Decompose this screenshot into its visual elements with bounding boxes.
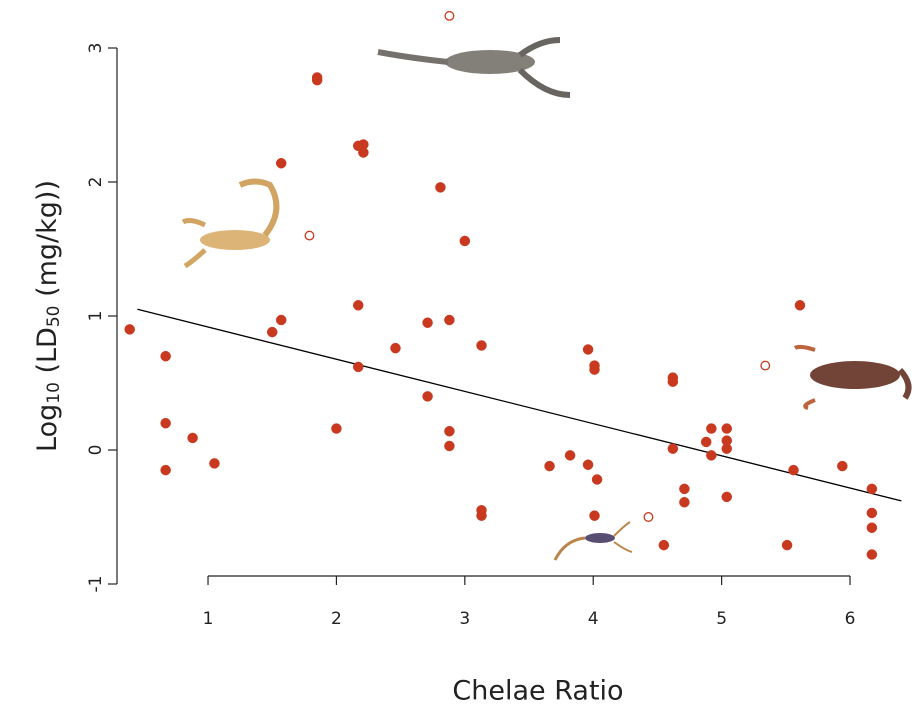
x-tick-label: 3: [459, 609, 470, 629]
y-tick-label: 3: [86, 43, 106, 54]
scatter-point: [564, 450, 576, 461]
x-tick-label: 5: [716, 609, 727, 629]
scatter-point: [311, 74, 323, 86]
trend-line: [137, 308, 902, 502]
scatter-point: [866, 483, 878, 495]
scatter-point: [476, 340, 487, 351]
scatter-point: [304, 230, 315, 241]
scatter-point: [435, 182, 446, 193]
scatter-point: [700, 436, 712, 448]
y-label-subscript: 50: [44, 306, 64, 328]
scatter-point: [582, 459, 594, 470]
x-tick-label: 6: [845, 609, 856, 629]
scatter-point: [331, 423, 342, 434]
scatter-point: [658, 539, 670, 551]
scatter-point: [794, 300, 806, 311]
scatter-point: [643, 512, 654, 522]
scatter-point: [444, 425, 455, 437]
scatter-point: [422, 391, 433, 402]
scatter-point: [422, 317, 433, 328]
scatter-point: [589, 510, 600, 521]
scatter-point: [459, 235, 471, 247]
scatter-point: [781, 539, 793, 551]
scatter-point: [544, 460, 555, 472]
scatter-point: [667, 443, 679, 454]
scatter-point: [706, 450, 717, 461]
scatter-point: [390, 342, 401, 354]
scatter-point: [444, 440, 455, 452]
scatter-point: [667, 376, 679, 387]
scatter-point: [866, 522, 878, 533]
x-tick-label: 2: [331, 609, 342, 629]
scatter-point: [275, 314, 287, 326]
scatter-point: [187, 432, 198, 444]
scatter-point: [582, 344, 594, 355]
scatter-point: [160, 417, 171, 429]
scatter-point: [352, 300, 364, 311]
y-tick-label: 1: [86, 311, 106, 322]
x-axis-label: Chelae Ratio: [452, 676, 623, 707]
scatter-point: [837, 460, 848, 472]
y-tick-label: 2: [86, 177, 106, 188]
scorpion-illustration: [793, 344, 912, 410]
scorpion-illustration: [181, 178, 280, 269]
scatter-point: [358, 147, 369, 158]
scatter-point: [721, 443, 733, 454]
scatter-point: [476, 510, 487, 521]
scatter-point: [760, 360, 771, 371]
scatter-point: [209, 458, 220, 469]
scatter-point: [160, 464, 171, 476]
scatter-point: [589, 364, 600, 375]
scatter-point: [866, 549, 878, 560]
y-axis-label: Log10 (LD50 (mg/kg)): [32, 180, 65, 452]
scatter-point: [721, 491, 733, 503]
scatter-point: [591, 474, 603, 485]
y-tick-label: -1: [86, 576, 106, 593]
y-label-part: (LD: [32, 327, 63, 382]
scatter-point: [160, 350, 171, 362]
scatter-point: [788, 464, 799, 476]
scatter-point: [679, 497, 690, 508]
scorpion-illustration: [553, 521, 633, 561]
scatter-point: [866, 507, 878, 519]
scatter-point: [679, 483, 690, 495]
scatter-point: [275, 157, 287, 169]
scatter-point: [444, 10, 455, 21]
x-tick-label: 4: [588, 609, 599, 629]
scorpion-illustration: [377, 37, 571, 98]
scatter-point: [266, 326, 278, 338]
scatter-point: [721, 423, 733, 434]
scatter-point: [352, 361, 364, 373]
y-tick-label: 0: [86, 445, 106, 456]
scatter-point: [706, 423, 717, 434]
y-label-part: Log: [32, 404, 63, 452]
y-label-part: (mg/kg)): [32, 180, 63, 306]
x-tick-label: 1: [203, 609, 214, 629]
scatter-point: [124, 324, 135, 335]
y-label-subscript: 10: [44, 382, 64, 404]
scatter-point: [444, 314, 455, 326]
